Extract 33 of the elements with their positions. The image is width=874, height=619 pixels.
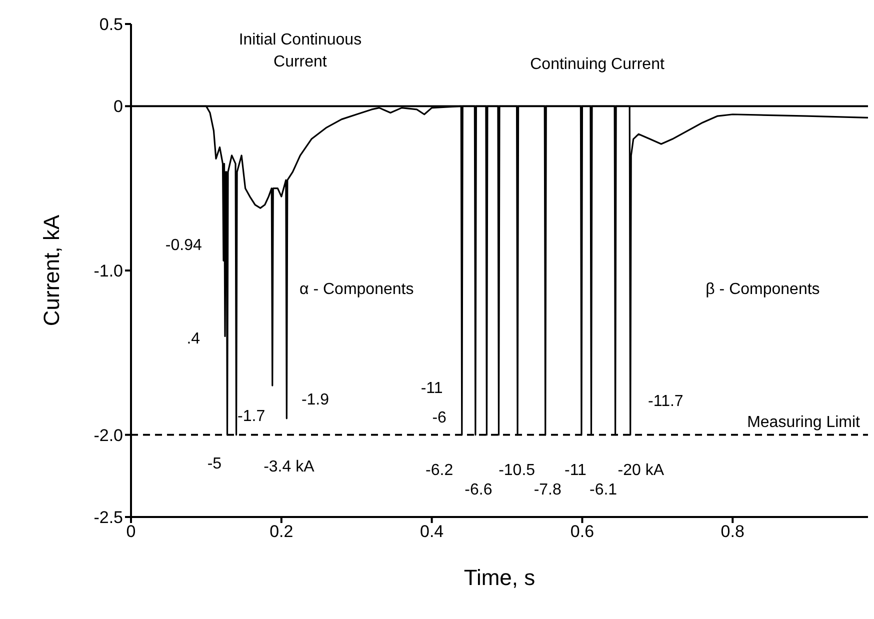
annotation: -6.6 bbox=[464, 482, 492, 499]
y-axis-title: Current, kA bbox=[38, 214, 64, 326]
x-tick-label: 0.8 bbox=[720, 522, 744, 542]
annotation: -6 bbox=[432, 410, 447, 427]
annotation: Initial Continuous Current bbox=[238, 32, 362, 71]
annotation: -0.94 bbox=[165, 237, 202, 254]
annotation: -1.7 bbox=[238, 408, 266, 425]
annotation: .4 bbox=[186, 330, 200, 348]
annotation: -1.9 bbox=[301, 392, 330, 409]
annotation: -6.2 bbox=[426, 462, 454, 480]
annotation: -11 bbox=[420, 380, 443, 398]
x-tick-label: 0.6 bbox=[570, 522, 594, 542]
x-tick-label: 0 bbox=[126, 522, 136, 542]
annotation: Continuing Current bbox=[530, 56, 665, 74]
ref-line-label: Measuring Limit bbox=[747, 414, 861, 431]
x-tick-label: 0.2 bbox=[270, 522, 294, 542]
y-tick-label: -1.0 bbox=[94, 262, 123, 281]
annotation: β - Components bbox=[706, 281, 820, 298]
y-tick-label: -2.0 bbox=[94, 426, 123, 445]
annotation: -6.1 bbox=[589, 482, 618, 499]
annotation: -20 kA bbox=[618, 462, 664, 480]
y-tick-label: 0 bbox=[114, 97, 123, 116]
x-axis-title: Time, s bbox=[464, 565, 536, 590]
annotation: -7.8 bbox=[534, 482, 562, 499]
annotation: -11 bbox=[564, 462, 587, 480]
x-tick-label: 0.4 bbox=[420, 522, 444, 542]
annotation: -10.5 bbox=[498, 462, 536, 480]
annotation: α - Components bbox=[300, 281, 414, 298]
y-tick-label: -2.5 bbox=[94, 508, 123, 528]
annotation: -5 bbox=[207, 456, 222, 473]
annotation: -3.4 kA bbox=[264, 458, 315, 476]
annotation: -11.7 bbox=[648, 393, 684, 410]
y-tick-label: 0.5 bbox=[99, 15, 123, 34]
